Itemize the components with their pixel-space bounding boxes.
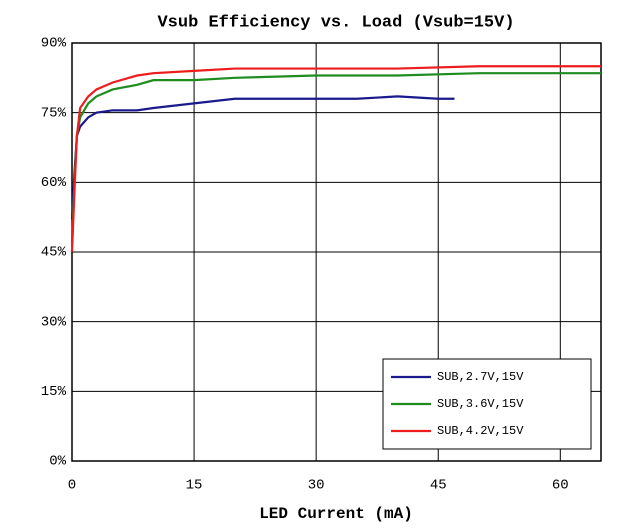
x-tick-label: 30 [308, 478, 325, 494]
series-line [70, 65, 601, 253]
x-tick-label: 60 [552, 478, 569, 494]
y-tick-label: 90% [41, 36, 67, 52]
y-tick-label: 15% [41, 384, 67, 400]
y-tick-label: 30% [41, 314, 67, 330]
x-axis-label: LED Current (mA) [259, 505, 413, 523]
legend-label: SUB,4.2V,15V [437, 424, 524, 438]
x-tick-label: 0 [68, 478, 76, 494]
y-tick-label: 0% [49, 454, 66, 470]
chart-title: Vsub Efficiency vs. Load (Vsub=15V) [157, 13, 514, 32]
x-tick-label: 15 [186, 478, 203, 494]
x-tick-label: 45 [430, 478, 447, 494]
y-tick-label: 60% [41, 175, 67, 191]
y-tick-label: 45% [41, 245, 67, 261]
legend-label: SUB,2.7V,15V [437, 370, 524, 384]
legend-label: SUB,3.6V,15V [437, 397, 524, 411]
y-tick-label: 75% [41, 105, 67, 121]
